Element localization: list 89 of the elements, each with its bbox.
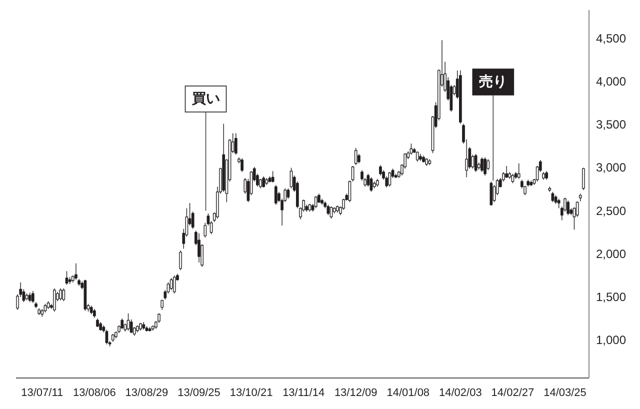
y-tick-label: 4,000 [596,74,626,89]
candlestick [557,198,560,209]
candlestick [410,143,413,156]
candlestick [271,170,274,183]
y-tick-label: 2,500 [596,204,626,218]
x-tick-label: 13/08/29 [125,387,168,399]
candlestick [31,290,34,304]
candlestick [136,325,139,333]
candlestick [578,193,582,202]
x-tick-label: 13/12/09 [334,387,378,399]
candlestick [265,178,268,186]
candlestick [38,308,40,316]
candlestick [139,322,142,331]
candlestick [554,194,558,204]
candlestick [416,150,419,162]
candlestick [160,299,164,310]
candlestick [172,275,176,294]
candlestick [582,167,585,190]
candlestick [372,181,376,189]
candlestick [90,305,93,315]
x-tick-label: 13/07/11 [21,387,64,399]
candlestick [517,163,520,180]
candlestick [28,292,32,303]
candlestick [198,232,200,263]
candlestick [120,318,124,330]
candlestick [53,288,56,312]
y-tick-label: 1,500 [596,290,626,304]
x-tick-label: 14/02/03 [439,387,482,399]
annotation: 売り [479,74,508,90]
candlestick [542,172,545,180]
candlestick [74,263,78,280]
candlestick [484,157,486,176]
candlestick [354,148,358,166]
candlestick [419,154,422,162]
candlestick [388,172,392,188]
candlestick [376,178,379,188]
candlestick [545,170,548,180]
candlestick [126,313,130,331]
candlestick [428,158,432,166]
candlestick [548,186,552,192]
candlestick [379,164,382,176]
y-tick-label: 3,000 [596,160,626,175]
candlestick [422,155,425,163]
candlestick [148,326,152,332]
candlestick [566,200,570,216]
candlestick [25,293,28,301]
candlestick [274,184,278,206]
candlestick [34,302,38,309]
candlestick [511,173,514,184]
candlestick [111,334,114,342]
x-tick-label: 13/09/25 [178,387,220,399]
candlestick [93,308,96,318]
candlestick [240,158,244,172]
x-tick-label: 14/03/25 [544,387,586,399]
candlestick [65,270,68,286]
candlestick [59,288,62,301]
y-tick-label: 4,500 [596,31,626,46]
candlestick [505,166,508,178]
candlestick [336,205,339,213]
candlestick [142,322,146,330]
candlestick [99,322,102,331]
candlestick [459,70,462,124]
annotation: 買い [190,91,220,107]
candlestick [62,288,66,302]
candlestick [96,318,99,328]
candlestick [78,278,80,286]
candlestick [105,329,108,345]
y-tick-label: 1,000 [596,333,626,348]
candlestick [234,132,238,156]
x-tick-label: 13/11/14 [282,387,325,399]
candlestick [526,179,530,188]
candlestick [145,326,148,332]
y-tick-label: 3,500 [596,118,626,132]
candlestick [551,191,554,203]
x-tick-label: 14/01/08 [386,387,430,399]
candlestick [151,325,154,331]
candlestick [425,158,428,166]
x-tick-label: 13/08/06 [73,387,116,399]
candlestick [530,180,533,186]
candlestick [46,300,50,310]
y-tick-label: 2,000 [596,246,626,261]
candlestick [179,250,182,271]
x-tick-label: 13/10/21 [230,387,273,399]
candlestick [308,204,312,212]
x-tick-label: 14/02/27 [491,387,534,399]
candlestick [262,176,266,188]
candlestick [370,176,373,192]
candlestick [314,196,318,209]
candlestick [480,157,484,172]
